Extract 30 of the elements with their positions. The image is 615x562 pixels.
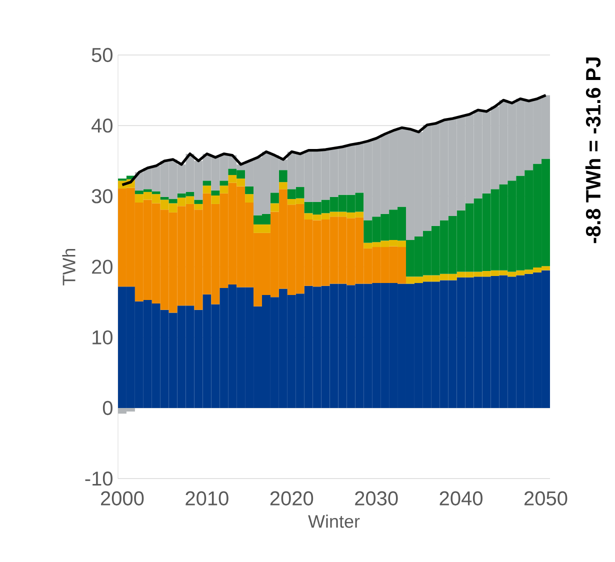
bar bbox=[202, 186, 212, 194]
text: -8.8 TWh = -31.6 PJ bbox=[585, 58, 601, 244]
x-axis-title: Winter bbox=[308, 514, 360, 528]
bar bbox=[211, 196, 220, 204]
y-tick-label: 0 bbox=[102, 400, 112, 416]
bar bbox=[220, 180, 228, 186]
bar bbox=[194, 204, 203, 210]
bar bbox=[211, 190, 220, 196]
bar bbox=[245, 194, 254, 203]
y-tick-label: 10 bbox=[92, 330, 112, 344]
y-axis-title: TWh bbox=[62, 248, 76, 286]
x-tick-label: 2010 bbox=[186, 491, 228, 506]
bar bbox=[220, 186, 228, 194]
bar bbox=[194, 200, 203, 204]
y-tick-label: -10 bbox=[85, 472, 112, 486]
x-tick-label: 2000 bbox=[100, 491, 144, 506]
bar bbox=[245, 186, 254, 194]
bar bbox=[278, 182, 288, 190]
x-tick-label: 2020 bbox=[270, 491, 314, 506]
x-tick-label: 2040 bbox=[440, 491, 482, 506]
bar bbox=[270, 203, 279, 212]
y-tick-label: 40 bbox=[92, 118, 112, 133]
bar bbox=[202, 180, 212, 186]
y-tick-label: 50 bbox=[92, 48, 112, 62]
x-tick-label: 2030 bbox=[355, 491, 398, 506]
x-tick-label: 2050 bbox=[524, 491, 568, 506]
bar bbox=[270, 192, 279, 204]
y-tick-label: 30 bbox=[92, 189, 112, 204]
bar bbox=[278, 170, 288, 182]
y-tick-label: 20 bbox=[92, 260, 112, 274]
